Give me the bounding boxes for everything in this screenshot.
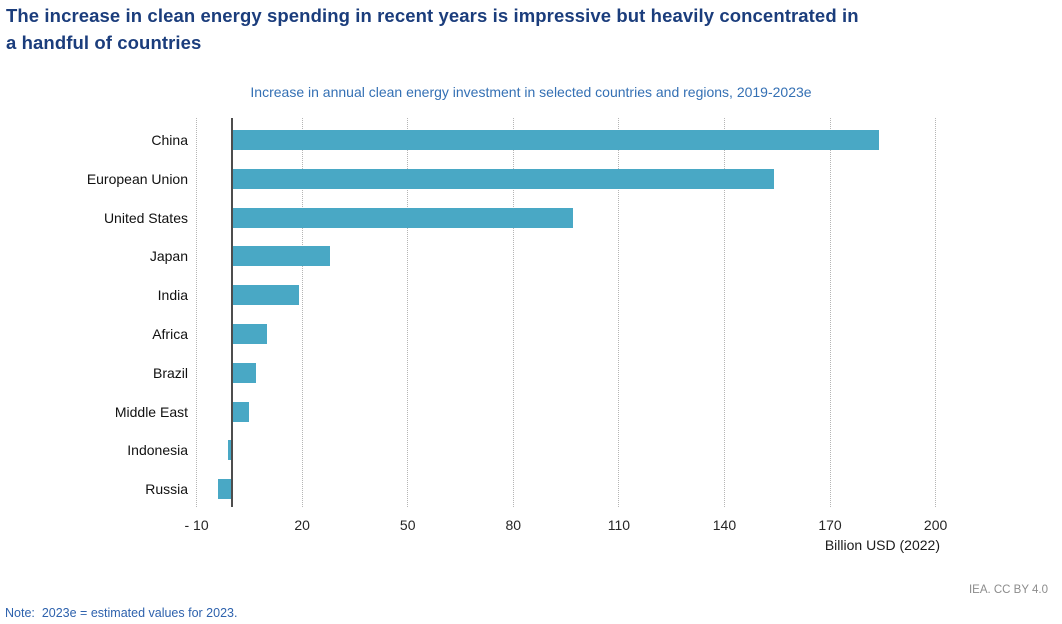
bar-european-union [231,168,774,189]
row-label-brazil: Brazil [152,364,188,381]
row-label-china: China [151,132,188,148]
page-title-line2: a handful of countries [6,31,202,53]
x-tick-200: 200 [923,517,948,533]
bar-china [231,130,880,150]
row-label-middle-east: Middle East [114,403,188,420]
row-label-russia: Russia [145,481,188,498]
x-tick--10: - 10 [184,517,209,533]
row-label-european-union: European Union [86,170,188,187]
row-label-africa: Africa [152,326,188,342]
attribution-text: IEA. CC BY 4.0 [968,584,1048,596]
row-label-japan: Japan [149,248,188,265]
bar-japan [231,246,331,267]
row-label-india: India [157,287,188,304]
x-tick-50: 50 [399,517,416,533]
bar-russia [217,479,232,500]
bar-indonesia [228,440,232,461]
row-label-indonesia: Indonesia [127,442,188,459]
x-tick-110: 110 [607,517,631,533]
gridline-80 [512,118,514,507]
page-title-line1: The increase in clean energy spending in… [6,5,859,26]
bar-brazil [231,362,257,383]
x-tick-170: 170 [818,517,842,533]
bar-united-states [231,207,574,228]
gridline--10 [196,118,198,507]
bar-middle-east [231,401,250,422]
x-tick-80: 80 [505,517,522,533]
gridline-170 [829,118,831,507]
gridline-200 [935,118,937,507]
x-tick-20: 20 [294,517,310,533]
zero-axis-line [230,118,233,507]
footnote: Note: 2023e = estimated values for 2023. [5,606,238,620]
bar-india [231,285,299,306]
gridline-110 [618,118,620,507]
gridline-20 [301,118,303,507]
x-tick-140: 140 [712,517,737,533]
gridline-140 [723,118,725,507]
gridline-50 [407,118,409,507]
row-label-united-states: United States [103,209,188,226]
chart-subtitle: Increase in annual clean energy investme… [250,84,812,100]
bar-africa [231,324,267,344]
page-title: The increase in clean energy spending in… [6,3,1058,56]
x-axis-label: Billion USD (2022) [824,537,940,553]
